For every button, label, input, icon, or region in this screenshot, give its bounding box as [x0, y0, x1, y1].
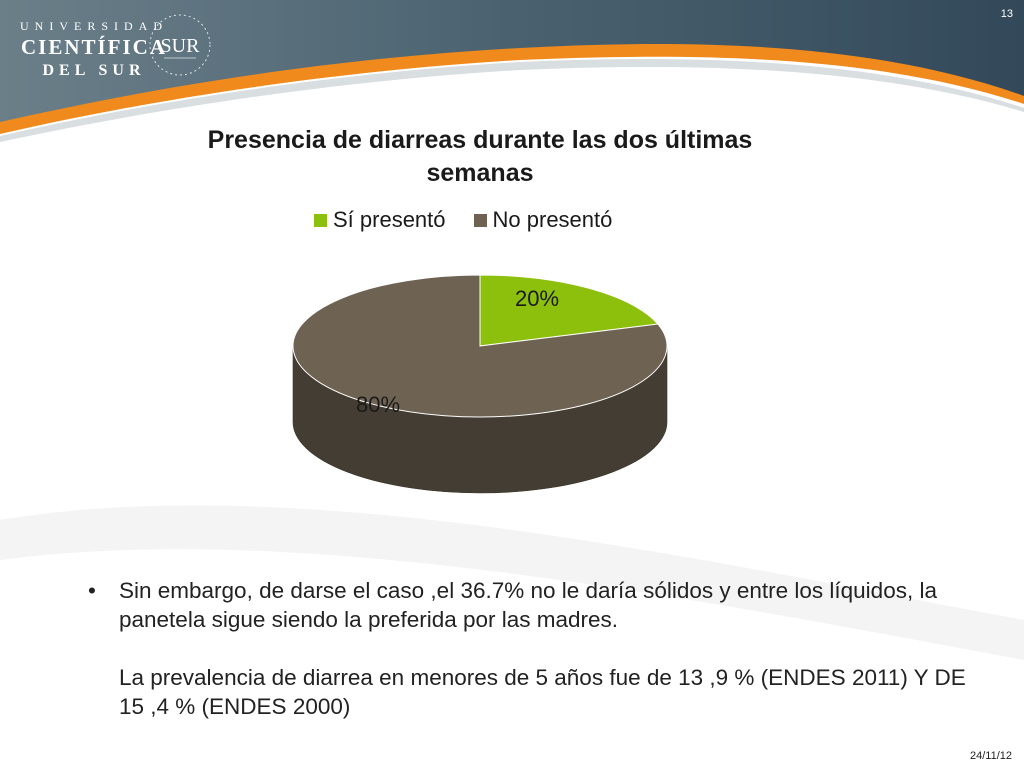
data-label-1: 80%: [356, 392, 400, 417]
logo-line-2: CIENTÍFICA: [20, 35, 168, 59]
legend-label-si: Sí presentó: [333, 207, 446, 232]
chart-title: Presencia de diarreas durante las dos úl…: [207, 126, 753, 187]
legend-item-no: No presentó: [473, 207, 613, 233]
university-seal-icon: SUR: [149, 14, 211, 76]
seal-text: SUR: [161, 35, 201, 57]
data-label-0: 20%: [515, 286, 559, 311]
body-paragraph-1: Sin embargo, de darse el caso ,el 36.7% …: [119, 578, 937, 632]
body-text: • Sin embargo, de darse el caso ,el 36.7…: [88, 576, 978, 721]
legend-label-no: No presentó: [492, 207, 613, 232]
logo-line-3: DEL SUR: [42, 62, 146, 79]
legend-item-si: Sí presentó: [314, 207, 446, 233]
slide-number: 13: [1000, 8, 1013, 20]
bullet-marker: •: [88, 578, 96, 603]
legend-swatch-si: [314, 213, 327, 227]
body-paragraph-2: La prevalencia de diarrea en menores de …: [119, 665, 966, 719]
chart-legend: Sí presentó No presentó: [314, 207, 612, 233]
footer-date: 24/11/12: [969, 750, 1012, 762]
university-logo: UNIVERSIDAD CIENTÍFICA DEL SUR: [20, 20, 168, 79]
pie-slice-1: [292, 274, 668, 418]
logo-line-1: UNIVERSIDAD: [20, 19, 168, 33]
legend-swatch-no: [473, 213, 487, 227]
pie-slice-0: [479, 274, 659, 347]
